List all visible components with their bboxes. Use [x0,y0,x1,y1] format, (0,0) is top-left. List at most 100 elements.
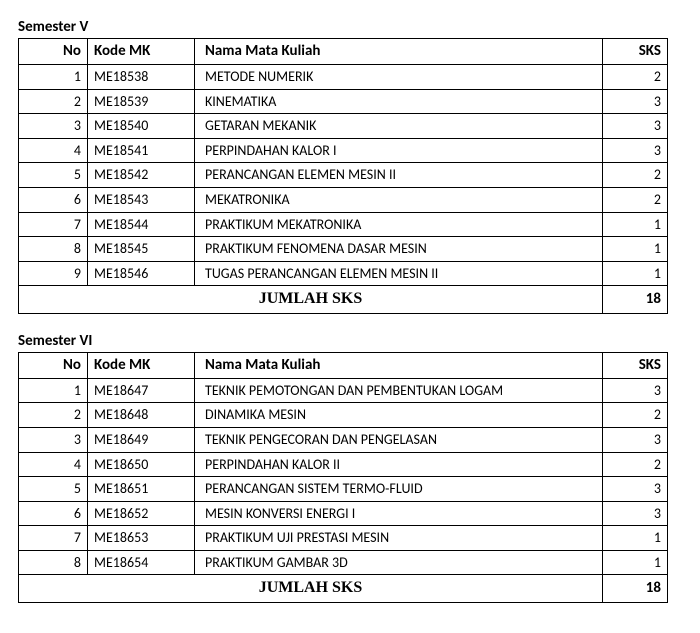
column-header-kode: Kode MK [88,39,195,65]
cell-nama: PRAKTIKUM GAMBAR 3D [195,550,603,575]
cell-sks: 1 [603,526,668,551]
cell-sks: 2 [603,452,668,477]
semester-title: Semester V [18,18,682,36]
cell-sks: 2 [603,163,668,188]
total-label: JUMLAH SKS [19,286,603,313]
table-row: 1ME18647TEKNIK PEMOTONGAN DAN PEMBENTUKA… [19,378,668,403]
total-label: JUMLAH SKS [19,575,603,602]
cell-kode: ME18648 [88,403,195,428]
table-row: 2ME18648DINAMIKA MESIN2 [19,403,668,428]
table-row: 9ME18546TUGAS PERANCANGAN ELEMEN MESIN I… [19,261,668,286]
table-row: 6ME18543MEKATRONIKA2 [19,187,668,212]
cell-kode: ME18541 [88,138,195,163]
table-row: 3ME18540GETARAN MEKANIK3 [19,114,668,139]
cell-sks: 1 [603,550,668,575]
cell-sks: 3 [603,477,668,502]
cell-sks: 3 [603,427,668,452]
cell-kode: ME18539 [88,89,195,114]
column-header-kode: Kode MK [88,352,195,378]
cell-kode: ME18542 [88,163,195,188]
cell-no: 6 [19,501,88,526]
cell-no: 8 [19,550,88,575]
cell-no: 2 [19,89,88,114]
cell-kode: ME18538 [88,65,195,90]
cell-nama: MESIN KONVERSI ENERGI I [195,501,603,526]
cell-kode: ME18654 [88,550,195,575]
column-header-nama: Nama Mata Kuliah [195,39,603,65]
cell-kode: ME18543 [88,187,195,212]
cell-sks: 2 [603,187,668,212]
cell-sks: 3 [603,501,668,526]
cell-nama: PERPINDAHAN KALOR II [195,452,603,477]
cell-kode: ME18651 [88,477,195,502]
total-row: JUMLAH SKS18 [19,286,668,313]
table-header-row: NoKode MKNama Mata KuliahSKS [19,39,668,65]
table-row: 4ME18650PERPINDAHAN KALOR II2 [19,452,668,477]
cell-nama: PERPINDAHAN KALOR I [195,138,603,163]
cell-no: 2 [19,403,88,428]
cell-no: 7 [19,526,88,551]
table-row: 8ME18545PRAKTIKUM FENOMENA DASAR MESIN1 [19,237,668,262]
table-row: 5ME18651PERANCANGAN SISTEM TERMO-FLUID3 [19,477,668,502]
table-row: 6ME18652MESIN KONVERSI ENERGI I3 [19,501,668,526]
cell-kode: ME18653 [88,526,195,551]
cell-no: 3 [19,427,88,452]
cell-kode: ME18649 [88,427,195,452]
table-header-row: NoKode MKNama Mata KuliahSKS [19,352,668,378]
cell-kode: ME18546 [88,261,195,286]
cell-no: 3 [19,114,88,139]
cell-no: 6 [19,187,88,212]
table-row: 5ME18542PERANCANGAN ELEMEN MESIN II2 [19,163,668,188]
cell-sks: 1 [603,212,668,237]
column-header-sks: SKS [603,39,668,65]
cell-kode: ME18652 [88,501,195,526]
cell-no: 7 [19,212,88,237]
table-row: 4ME18541PERPINDAHAN KALOR I3 [19,138,668,163]
table-row: 7ME18544PRAKTIKUM MEKATRONIKA1 [19,212,668,237]
semester-title: Semester VI [18,332,682,350]
cell-no: 1 [19,65,88,90]
cell-sks: 2 [603,65,668,90]
total-value: 18 [603,575,668,602]
cell-sks: 1 [603,261,668,286]
cell-no: 8 [19,237,88,262]
cell-no: 9 [19,261,88,286]
column-header-no: No [19,39,88,65]
cell-no: 5 [19,163,88,188]
cell-nama: MEKATRONIKA [195,187,603,212]
table-row: 1ME18538METODE NUMERIK2 [19,65,668,90]
column-header-nama: Nama Mata Kuliah [195,352,603,378]
cell-nama: TEKNIK PENGECORAN DAN PENGELASAN [195,427,603,452]
cell-nama: PRAKTIKUM UJI PRESTASI MESIN [195,526,603,551]
cell-sks: 2 [603,403,668,428]
cell-nama: TUGAS PERANCANGAN ELEMEN MESIN II [195,261,603,286]
cell-sks: 3 [603,89,668,114]
cell-kode: ME18540 [88,114,195,139]
table-row: 7ME18653PRAKTIKUM UJI PRESTASI MESIN1 [19,526,668,551]
cell-sks: 3 [603,114,668,139]
total-value: 18 [603,286,668,313]
table-row: 3ME18649TEKNIK PENGECORAN DAN PENGELASAN… [19,427,668,452]
cell-no: 4 [19,452,88,477]
cell-no: 1 [19,378,88,403]
cell-sks: 1 [603,237,668,262]
cell-nama: PERANCANGAN ELEMEN MESIN II [195,163,603,188]
cell-kode: ME18647 [88,378,195,403]
cell-nama: DINAMIKA MESIN [195,403,603,428]
cell-kode: ME18545 [88,237,195,262]
cell-nama: METODE NUMERIK [195,65,603,90]
cell-sks: 3 [603,378,668,403]
cell-kode: ME18544 [88,212,195,237]
cell-no: 4 [19,138,88,163]
cell-nama: PRAKTIKUM MEKATRONIKA [195,212,603,237]
cell-sks: 3 [603,138,668,163]
column-header-no: No [19,352,88,378]
cell-nama: KINEMATIKA [195,89,603,114]
cell-kode: ME18650 [88,452,195,477]
table-row: 2ME18539KINEMATIKA3 [19,89,668,114]
cell-nama: GETARAN MEKANIK [195,114,603,139]
cell-nama: TEKNIK PEMOTONGAN DAN PEMBENTUKAN LOGAM [195,378,603,403]
column-header-sks: SKS [603,352,668,378]
cell-no: 5 [19,477,88,502]
cell-nama: PRAKTIKUM FENOMENA DASAR MESIN [195,237,603,262]
